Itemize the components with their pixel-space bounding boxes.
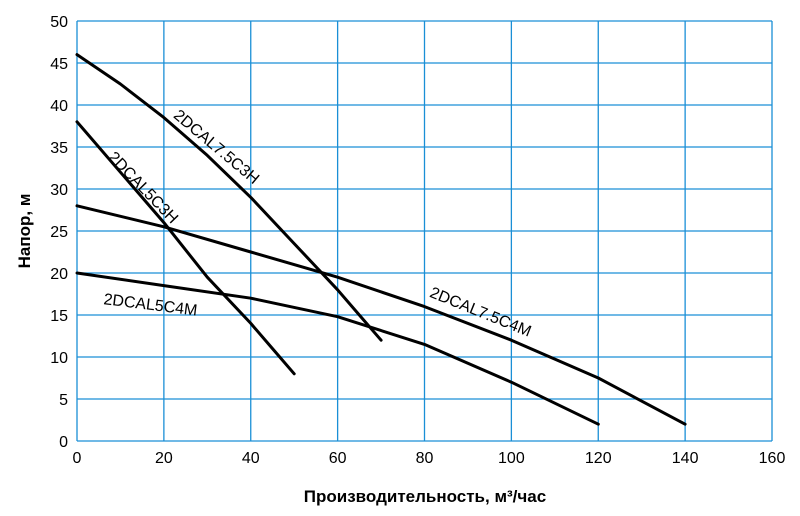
x-tick-label: 0: [73, 450, 82, 467]
y-tick-label: 5: [59, 392, 68, 409]
x-tick-label: 140: [672, 450, 699, 467]
grid: [76, 20, 773, 442]
y-tick-label: 35: [50, 140, 68, 157]
x-tick-label: 80: [416, 450, 434, 467]
x-axis-label: Производительность, м³/час: [304, 487, 546, 506]
x-tick-label: 60: [329, 450, 347, 467]
y-tick-label: 15: [50, 308, 68, 325]
series-line: [75, 53, 383, 342]
y-tick-label: 0: [59, 434, 68, 451]
y-tick-label: 20: [50, 266, 68, 283]
series-line: [75, 204, 687, 426]
y-tick-label: 25: [50, 224, 68, 241]
y-tick-label: 40: [50, 98, 68, 115]
series-line: [75, 271, 600, 426]
y-axis-label: Напор, м: [15, 194, 34, 269]
x-tick-label: 20: [155, 450, 173, 467]
x-tick-label: 120: [585, 450, 612, 467]
y-tick-label: 30: [50, 182, 68, 199]
y-tick-label: 50: [50, 14, 68, 31]
series-lines: [75, 53, 687, 426]
series-line: [75, 120, 296, 376]
x-tick-label: 40: [242, 450, 260, 467]
x-tick-label: 160: [759, 450, 786, 467]
x-tick-label: 100: [498, 450, 525, 467]
y-tick-label: 10: [50, 350, 68, 367]
tick-labels: 0 20 40 60 80 100 120 140 160 0 5 10 15 20 25 30 35 40 45 5…: [50, 14, 785, 467]
y-tick-label: 45: [50, 56, 68, 73]
